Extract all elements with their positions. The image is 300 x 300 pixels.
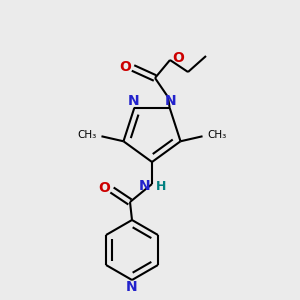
Text: O: O <box>119 60 131 74</box>
Text: N: N <box>165 94 176 108</box>
Text: CH₃: CH₃ <box>207 130 226 140</box>
Text: CH₃: CH₃ <box>78 130 97 140</box>
Text: N: N <box>128 94 139 108</box>
Text: O: O <box>172 51 184 65</box>
Text: N: N <box>126 280 138 294</box>
Text: O: O <box>98 181 110 195</box>
Text: N: N <box>139 179 151 193</box>
Text: H: H <box>156 179 166 193</box>
